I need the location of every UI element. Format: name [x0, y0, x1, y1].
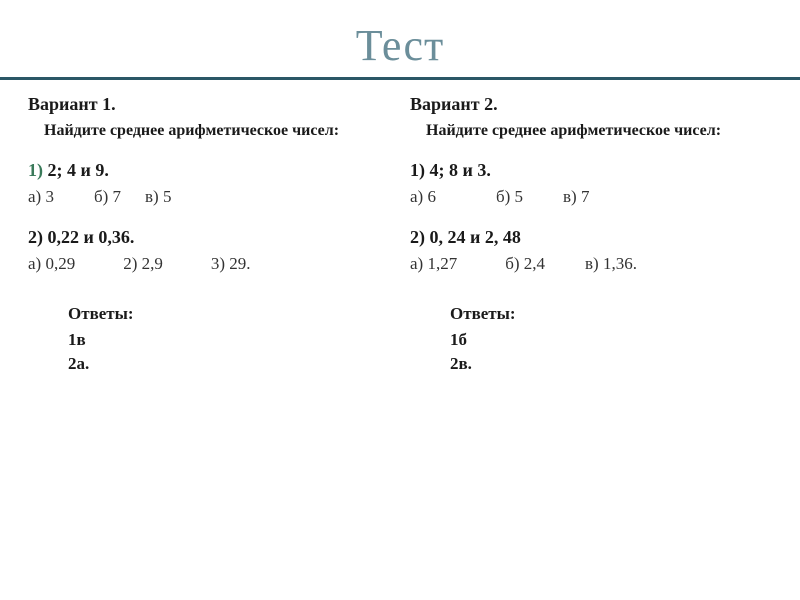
v2-q2-header: 2) 0, 24 и 2, 48 — [410, 227, 772, 248]
variant-1-column: Вариант 1. Найдите среднее арифметическо… — [28, 94, 390, 375]
option: а) 3 — [28, 187, 54, 206]
variant-1-heading: Вариант 1. — [28, 94, 390, 115]
v2-answers-block: Ответы: 1б 2в. — [410, 304, 772, 376]
v1-answers-block: Ответы: 1в 2а. — [28, 304, 390, 376]
v1-answer-2: 2а. — [68, 352, 390, 376]
option: 3) 29. — [211, 254, 251, 273]
option: б) 7 — [94, 187, 121, 206]
v1-q1-options: а) 3 б) 7 в) 5 — [28, 187, 390, 207]
v2-answer-1: 1б — [450, 328, 772, 352]
v1-q1-text: 2; 4 и 9. — [48, 160, 109, 180]
variant-2-heading: Вариант 2. — [410, 94, 772, 115]
option: в) 7 — [563, 187, 589, 206]
v2-answers-title: Ответы: — [450, 304, 772, 324]
v1-q2-options: а) 0,29 2) 2,9 3) 29. — [28, 254, 390, 274]
v1-answer-1: 1в — [68, 328, 390, 352]
page-title: Тест — [0, 20, 800, 71]
option: в) 1,36. — [585, 254, 637, 273]
option: а) 1,27 — [410, 254, 457, 273]
variant-2-prompt: Найдите среднее арифметическое чисел: — [410, 121, 772, 142]
option: а) 0,29 — [28, 254, 75, 273]
v2-q1-options: а) 6 б) 5 в) 7 — [410, 187, 772, 207]
content-columns: Вариант 1. Найдите среднее арифметическо… — [0, 80, 800, 375]
option: 2) 2,9 — [123, 254, 163, 273]
v2-answer-2: 2в. — [450, 352, 772, 376]
variant-2-column: Вариант 2. Найдите среднее арифметическо… — [410, 94, 772, 375]
v2-q1-header: 1) 4; 8 и 3. — [410, 160, 772, 181]
title-bar: Тест — [0, 0, 800, 80]
v1-q2-header: 2) 0,22 и 0,36. — [28, 227, 390, 248]
option: б) 2,4 — [505, 254, 545, 273]
variant-1-prompt: Найдите среднее арифметическое чисел: — [28, 121, 390, 142]
option: а) 6 — [410, 187, 436, 206]
option: в) 5 — [145, 187, 171, 206]
v1-q1-number: 1) — [28, 160, 43, 180]
v1-answers-title: Ответы: — [68, 304, 390, 324]
v1-q1-header: 1) 2; 4 и 9. — [28, 160, 390, 181]
v2-q2-options: а) 1,27 б) 2,4 в) 1,36. — [410, 254, 772, 274]
option: б) 5 — [496, 187, 523, 206]
